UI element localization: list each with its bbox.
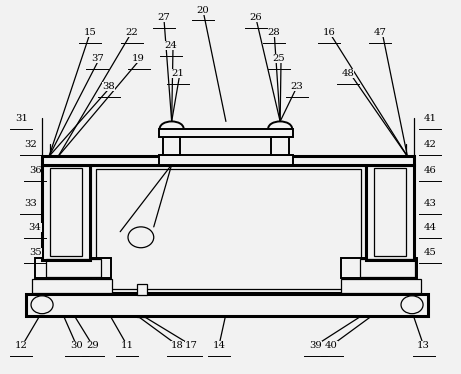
Bar xyxy=(360,258,415,277)
Text: 37: 37 xyxy=(91,54,104,63)
Text: 42: 42 xyxy=(424,140,437,148)
Text: 35: 35 xyxy=(29,248,41,257)
Bar xyxy=(35,258,111,278)
Bar xyxy=(341,258,417,278)
Bar xyxy=(366,165,414,260)
Bar xyxy=(159,129,293,137)
Text: 14: 14 xyxy=(213,341,225,350)
Text: 11: 11 xyxy=(121,341,134,350)
Bar xyxy=(90,165,366,293)
Text: 32: 32 xyxy=(24,140,37,148)
Text: 44: 44 xyxy=(424,224,437,233)
Text: 36: 36 xyxy=(29,166,41,175)
Circle shape xyxy=(128,227,154,248)
Text: 19: 19 xyxy=(132,54,145,63)
Circle shape xyxy=(401,296,423,314)
Circle shape xyxy=(31,296,53,314)
Bar xyxy=(32,279,112,293)
Bar xyxy=(26,294,428,316)
Text: 48: 48 xyxy=(341,69,354,78)
Text: 17: 17 xyxy=(185,341,198,350)
Text: 30: 30 xyxy=(70,341,83,350)
Text: 41: 41 xyxy=(424,114,437,123)
Bar xyxy=(374,168,406,256)
Bar xyxy=(159,155,293,165)
Bar xyxy=(137,284,148,295)
Bar xyxy=(42,165,90,260)
Bar xyxy=(163,137,180,155)
Text: 28: 28 xyxy=(268,28,281,37)
Bar xyxy=(272,137,289,155)
Text: 40: 40 xyxy=(325,341,338,350)
Text: 47: 47 xyxy=(373,28,386,37)
Text: 13: 13 xyxy=(417,341,430,350)
Text: 46: 46 xyxy=(424,166,437,175)
Bar xyxy=(42,156,414,165)
Text: 15: 15 xyxy=(84,28,97,37)
Text: 29: 29 xyxy=(86,341,99,350)
Text: 38: 38 xyxy=(102,82,115,91)
Text: 20: 20 xyxy=(196,6,209,15)
Text: 39: 39 xyxy=(309,341,322,350)
Text: 45: 45 xyxy=(424,248,437,257)
Text: 43: 43 xyxy=(424,199,437,208)
Text: 23: 23 xyxy=(291,82,303,91)
Text: 31: 31 xyxy=(15,114,28,123)
Text: 24: 24 xyxy=(164,41,177,50)
Bar xyxy=(46,258,101,277)
Text: 18: 18 xyxy=(171,341,184,350)
Text: 22: 22 xyxy=(125,28,138,37)
Text: 21: 21 xyxy=(171,69,184,78)
Text: 16: 16 xyxy=(323,28,336,37)
Bar xyxy=(50,168,82,256)
Text: 26: 26 xyxy=(249,13,262,22)
Text: 34: 34 xyxy=(29,224,41,233)
Text: 25: 25 xyxy=(272,54,285,63)
Text: 12: 12 xyxy=(15,341,28,350)
Bar xyxy=(96,169,361,289)
Bar xyxy=(341,279,421,293)
Text: 33: 33 xyxy=(24,199,37,208)
Text: 27: 27 xyxy=(158,13,170,22)
